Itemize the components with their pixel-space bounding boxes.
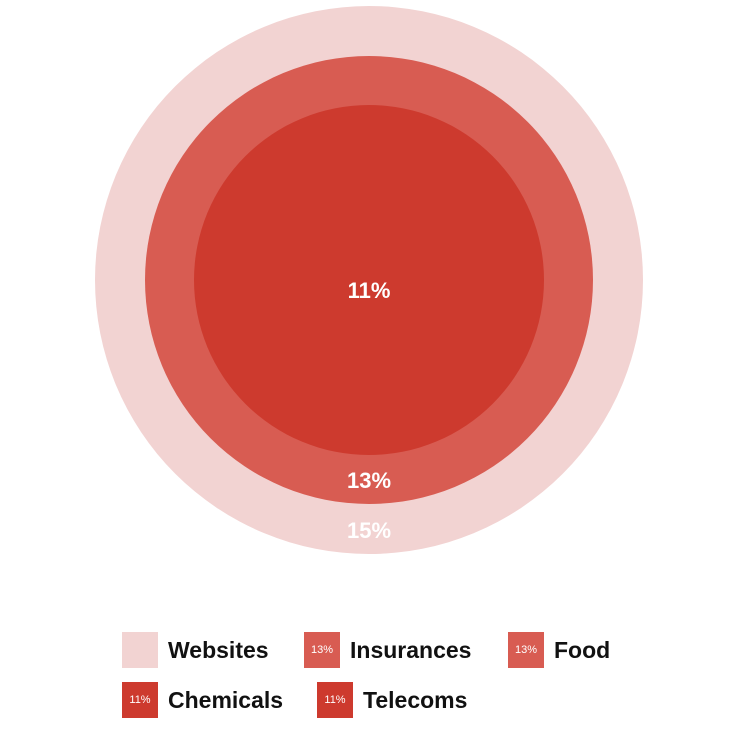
legend-swatch-food: 13% [508, 632, 544, 668]
legend-label-telecoms: Telecoms [363, 686, 468, 713]
legend-label-insurances: Insurances [350, 636, 472, 663]
legend-swatch-chemicals: 11% [122, 682, 158, 718]
legend-label-food: Food [554, 636, 611, 663]
label-chemicals: 11% [348, 278, 391, 303]
circle-chemicals [194, 105, 544, 455]
label-insurances: 13% [347, 468, 391, 493]
legend-swatch-insurances: 13% [304, 632, 340, 668]
label-websites: 15% [347, 518, 391, 543]
legend-label-chemicals: Chemicals [168, 686, 284, 713]
legend-label-websites: Websites [168, 636, 269, 663]
legend-item-websites: Websites [122, 630, 269, 670]
legend-item-chemicals: 11% Chemicals [122, 680, 283, 720]
legend-item-food: 13% Food [508, 630, 610, 670]
legend-item-telecoms: 11% Telecoms [317, 680, 467, 720]
legend-swatch-telecoms: 11% [317, 682, 353, 718]
legend-item-insurances: 13% Insurances [304, 630, 471, 670]
legend-swatch-websites [122, 632, 158, 668]
nested-circle-chart: 11% 13% 15% [95, 6, 643, 554]
